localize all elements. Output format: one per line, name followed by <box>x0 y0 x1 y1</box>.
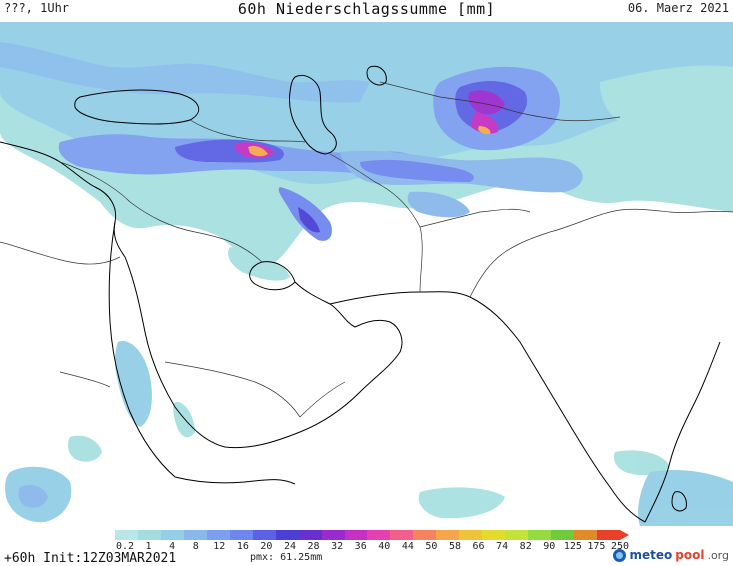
map-footer: 0.2 1 4 8 12 16 20 24 28 32 36 40 44 50 58 66 74 82 90 125 1… <box>0 526 733 566</box>
legend-label: 16 <box>236 541 249 552</box>
country-borders <box>0 81 733 418</box>
brand-logo[interactable]: meteo pool .org <box>613 548 729 562</box>
legend-label: 66 <box>472 541 485 552</box>
legend-swatch <box>459 530 483 540</box>
map-canvas <box>0 22 733 526</box>
legend-labels: 0.2 1 4 8 12 16 20 24 28 32 36 40 44 50 58 66 74 82 90 125 1… <box>0 541 733 553</box>
legend-label: 28 <box>307 541 320 552</box>
legend-label: 250 <box>610 541 630 552</box>
legend-label: 4 <box>169 541 176 552</box>
legend-label: 24 <box>283 541 297 552</box>
legend-label: 20 <box>260 541 273 552</box>
legend-swatch <box>275 530 299 540</box>
legend-label: 82 <box>519 541 532 552</box>
map-header: ???, 1Uhr 60h Niederschlagssumme [mm] 06… <box>0 0 733 22</box>
legend-label: 0.2 <box>115 541 135 552</box>
legend-label: 50 <box>425 541 438 552</box>
init-time-label: +60h Init:12Z03MAR2021 <box>4 551 177 566</box>
coastlines <box>0 65 721 523</box>
legend-swatch <box>390 530 414 540</box>
legend-label: 125 <box>563 541 582 552</box>
precipitation-field <box>0 22 733 526</box>
brand-part-org: .org <box>707 548 729 562</box>
globe-icon <box>613 548 627 562</box>
legend-swatch <box>597 530 620 540</box>
map-title: 60h Niederschlagssumme [mm] <box>237 0 496 18</box>
valid-time-label: ???, 1Uhr <box>4 1 70 15</box>
legend-swatch <box>367 530 391 540</box>
legend-label: 74 <box>496 541 509 552</box>
legend-swatch <box>482 530 506 540</box>
legend-swatch <box>137 530 161 540</box>
legend-label: 1 <box>145 541 152 552</box>
legend-swatch <box>321 530 345 540</box>
legend-swatch <box>436 530 460 540</box>
brand-part-pool: pool <box>675 548 705 562</box>
legend-swatch <box>413 530 437 540</box>
precipitation-map <box>0 22 733 526</box>
legend-swatch <box>505 530 529 540</box>
legend-label: 175 <box>587 541 606 552</box>
color-scale-legend <box>115 530 620 540</box>
legend-swatch <box>574 530 598 540</box>
legend-swatch <box>252 530 276 540</box>
legend-label: 90 <box>543 541 556 552</box>
brand-part-meteo: meteo <box>629 548 673 562</box>
legend-swatch <box>206 530 230 540</box>
legend-max-arrow <box>620 530 629 540</box>
legend-swatch <box>551 530 575 540</box>
legend-label: 12 <box>213 541 226 552</box>
legend-swatch <box>298 530 322 540</box>
legend-swatch <box>115 530 138 540</box>
legend-swatch <box>528 530 552 540</box>
legend-swatch <box>229 530 253 540</box>
date-label: 06. Maerz 2021 <box>627 1 729 15</box>
legend-label: 44 <box>401 541 414 552</box>
legend-label: 36 <box>354 541 367 552</box>
legend-swatch <box>160 530 184 540</box>
pmx-label: pmx: 61.25mm <box>250 552 323 563</box>
legend-swatch <box>344 530 368 540</box>
legend-label: 32 <box>331 541 344 552</box>
legend-label: 58 <box>448 541 462 552</box>
legend-label: 40 <box>378 541 391 552</box>
legend-swatch <box>183 530 207 540</box>
legend-label: 8 <box>192 541 199 552</box>
